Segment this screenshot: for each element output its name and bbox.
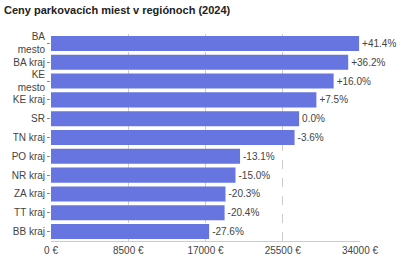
svg-text:NR kraj: NR kraj (12, 170, 45, 181)
svg-text:SR: SR (31, 113, 45, 124)
svg-text:8500 €: 8500 € (113, 245, 144, 256)
svg-text:Ceny parkovacích miest v regió: Ceny parkovacích miest v regiónoch (2024… (4, 4, 231, 16)
svg-text:-20.3%: -20.3% (228, 188, 260, 199)
svg-text:-20.4%: -20.4% (228, 207, 260, 218)
svg-text:0 €: 0 € (44, 245, 58, 256)
svg-text:KE kraj: KE kraj (13, 94, 45, 105)
svg-text:+36.2%: +36.2% (351, 57, 385, 68)
svg-text:KEmesto: KEmesto (18, 69, 46, 93)
svg-text:-27.6%: -27.6% (212, 226, 244, 237)
svg-text:25500 €: 25500 € (265, 245, 302, 256)
svg-text:+16.0%: +16.0% (337, 76, 371, 87)
svg-text:0.0%: 0.0% (302, 113, 325, 124)
svg-text:17000 €: 17000 € (187, 245, 224, 256)
svg-text:PO kraj: PO kraj (12, 151, 45, 162)
svg-text:TN kraj: TN kraj (13, 132, 45, 143)
svg-text:-3.6%: -3.6% (298, 132, 324, 143)
svg-text:-15.0%: -15.0% (238, 170, 270, 181)
svg-text:BB kraj: BB kraj (13, 226, 45, 237)
svg-text:TT kraj: TT kraj (14, 207, 45, 218)
svg-text:-13.1%: -13.1% (243, 151, 275, 162)
svg-text:+7.5%: +7.5% (319, 94, 348, 105)
svg-text:BAmesto: BAmesto (18, 31, 46, 55)
svg-text:BA kraj: BA kraj (13, 57, 45, 68)
svg-text:34000 €: 34000 € (342, 245, 379, 256)
svg-text:+41.4%: +41.4% (362, 38, 396, 49)
svg-text:ZA kraj: ZA kraj (14, 188, 45, 199)
